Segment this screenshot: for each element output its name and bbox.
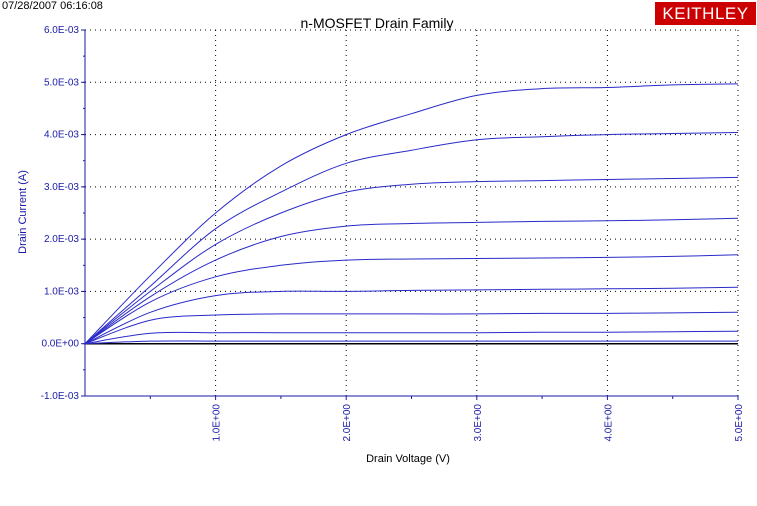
series-line-5 xyxy=(84,254,739,345)
series-line-8 xyxy=(84,132,739,345)
axes xyxy=(81,29,739,400)
y-tick-label: -1.0E-03 xyxy=(41,391,80,402)
timestamp: 07/28/2007 06:16:08 xyxy=(2,0,103,12)
series-line-3 xyxy=(84,311,739,345)
y-tick-label: 5.0E-03 xyxy=(44,77,79,88)
chart-title: n-MOSFET Drain Family xyxy=(301,15,454,31)
x-axis-label: Drain Voltage (V) xyxy=(366,453,450,465)
series-line-9 xyxy=(84,83,739,345)
x-tick-label: 2.0E+00 xyxy=(342,404,353,442)
series-curves xyxy=(84,83,739,345)
y-tick-label: 4.0E-03 xyxy=(44,130,79,141)
y-tick-label: 6.0E-03 xyxy=(44,25,79,36)
x-tick-label: 3.0E+00 xyxy=(473,404,484,442)
series-line-2 xyxy=(84,330,739,345)
x-tick-label: 1.0E+00 xyxy=(212,404,223,442)
series-line-4 xyxy=(84,286,739,345)
series-line-6 xyxy=(84,217,739,345)
y-axis-label: Drain Current (A) xyxy=(17,170,29,254)
grid-lines xyxy=(85,29,739,397)
series-line-7 xyxy=(84,176,739,345)
tick-labels: -1.0E-03 0.0E+00 1.0E-03 2.0E-03 3.0E-03 4.0E… xyxy=(41,25,745,442)
x-tick-label: 4.0E+00 xyxy=(603,404,614,442)
keithley-logo: KEITHLEY xyxy=(655,2,756,25)
x-tick-label: 5.0E+00 xyxy=(734,404,745,442)
y-tick-label: 0.0E+00 xyxy=(41,339,79,350)
y-tick-label: 3.0E-03 xyxy=(44,182,79,193)
y-tick-label: 2.0E-03 xyxy=(44,234,79,245)
y-tick-label: 1.0E-03 xyxy=(44,286,79,297)
series-line-1 xyxy=(84,340,738,345)
